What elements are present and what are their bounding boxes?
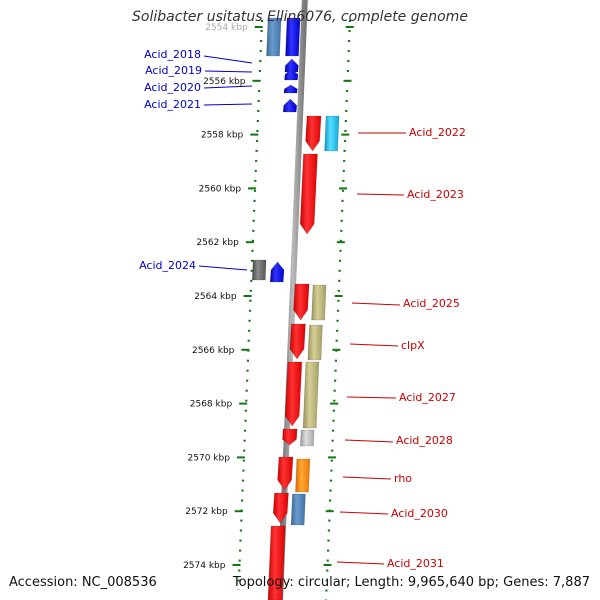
gene-label-minus: Acid_2019: [145, 64, 253, 77]
map-title: Solibacter usitatus Ellin6076, complete …: [132, 9, 468, 25]
gene-feature: [266, 17, 282, 57]
gene-feature: [267, 525, 286, 600]
axis-tick-label: 2560 kbp: [199, 184, 242, 194]
gene-feature: [302, 361, 320, 429]
gene-feature: [251, 259, 267, 281]
svg-text:Acid_2022: Acid_2022: [409, 126, 466, 139]
gene-features: [251, 17, 340, 600]
gene-feature: [305, 115, 322, 152]
gene-feature: [283, 84, 298, 94]
gene-label-plus: Acid_2023: [356, 188, 464, 201]
axis-tick: 2574 kbp: [183, 561, 332, 571]
svg-text:Acid_2025: Acid_2025: [403, 297, 460, 310]
axis-tick-label: 2568 kbp: [190, 400, 233, 410]
gene-feature: [295, 458, 311, 493]
axis-tick-label: 2564 kbp: [194, 292, 237, 302]
axis-tick: 2554 kbp: [205, 23, 354, 33]
svg-text:clpX: clpX: [401, 339, 425, 352]
gene-label-minus: Acid_2024: [139, 259, 248, 272]
gene-label-plus: Acid_2031: [336, 557, 444, 570]
axis-tick: 2570 kbp: [188, 453, 336, 463]
gene-feature: [277, 456, 294, 491]
gene-label-plus: Acid_2022: [358, 126, 466, 139]
gene-feature: [272, 492, 289, 524]
gene-feature: [282, 428, 298, 446]
axis-tick: 2568 kbp: [190, 400, 339, 410]
gene-feature: [285, 17, 301, 57]
axis-tick: 2562 kbp: [196, 238, 345, 248]
gene-label-plus: Acid_2028: [344, 434, 453, 447]
gene-feature: [290, 493, 306, 526]
gene-label-plus: Acid_2025: [351, 297, 460, 310]
axis-tick: 2572 kbp: [185, 507, 334, 517]
gene-labels: Acid_2018 Acid_2019 Acid_2020 Acid_2021 Acid…: [139, 48, 466, 570]
axis-tick-label: 2570 kbp: [188, 453, 231, 463]
gene-feature: [299, 153, 318, 235]
gene-label-minus: Acid_2020: [144, 81, 253, 94]
gene-feature: [289, 323, 306, 360]
svg-text:Acid_2028: Acid_2028: [396, 434, 453, 447]
accession-text: Accession: NC_008536: [9, 575, 157, 590]
axis-tick: 2560 kbp: [199, 184, 348, 194]
gene-feature: [282, 98, 298, 113]
dotted-guide-lines: [237, 19, 352, 600]
gene-label-plus: clpX: [349, 339, 425, 352]
dotted-guide-line: [237, 19, 264, 591]
svg-text:rho: rho: [394, 472, 412, 485]
svg-text:Acid_2023: Acid_2023: [407, 188, 464, 201]
axis-tick-label: 2566 kbp: [192, 346, 235, 356]
svg-text:Acid_2020: Acid_2020: [144, 81, 201, 94]
gene-feature: [269, 261, 285, 283]
svg-text:Acid_2019: Acid_2019: [145, 64, 202, 77]
axis-tick-label: 2554 kbp: [205, 23, 248, 33]
svg-text:Acid_2031: Acid_2031: [387, 557, 444, 570]
gene-feature: [284, 68, 299, 81]
gene-feature: [300, 429, 315, 447]
axis-tick: 2556 kbp: [203, 77, 352, 87]
axis-tick-label: 2572 kbp: [185, 507, 228, 517]
gene-feature: [324, 115, 340, 152]
axis-tick: 2558 kbp: [201, 131, 350, 141]
svg-text:Acid_2018: Acid_2018: [144, 48, 201, 61]
svg-text:Acid_2027: Acid_2027: [399, 391, 456, 404]
gene-feature: [307, 324, 323, 361]
axis-tick-label: 2574 kbp: [183, 561, 226, 571]
gene-feature: [284, 361, 303, 427]
gene-label-minus: Acid_2021: [144, 98, 253, 111]
svg-text:Acid_2030: Acid_2030: [391, 507, 448, 520]
axis-tick-label: 2558 kbp: [201, 131, 244, 141]
svg-text:Acid_2024: Acid_2024: [139, 259, 196, 272]
dotted-guide-line: [324, 19, 352, 600]
gene-feature: [293, 283, 310, 321]
axis-tick: 2564 kbp: [194, 292, 343, 302]
gene-label-minus: Acid_2018: [144, 48, 253, 64]
topology-text: Topology: circular; Length: 9,965,640 bp…: [232, 575, 590, 590]
axis-tick-label: 2556 kbp: [203, 77, 246, 87]
axis-tick: 2566 kbp: [192, 346, 341, 356]
gene-feature: [311, 284, 327, 321]
scale-axis: 2554 kbp 2556 kbp 2558 kbp 2560 kbp 2562 kbp…: [183, 23, 354, 571]
gene-label-plus: Acid_2030: [339, 507, 448, 520]
gene-label-plus: rho: [342, 472, 412, 485]
gene-label-plus: Acid_2027: [346, 391, 456, 404]
svg-text:Acid_2021: Acid_2021: [144, 98, 201, 111]
axis-tick-label: 2562 kbp: [196, 238, 239, 248]
